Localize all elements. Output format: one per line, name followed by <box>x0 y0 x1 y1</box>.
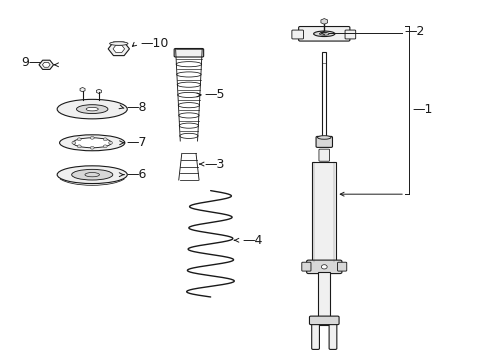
Ellipse shape <box>57 166 127 184</box>
FancyBboxPatch shape <box>301 262 310 271</box>
Circle shape <box>108 141 112 144</box>
Ellipse shape <box>175 51 202 57</box>
FancyBboxPatch shape <box>311 317 319 350</box>
Circle shape <box>77 138 81 141</box>
Circle shape <box>90 146 94 149</box>
Text: —8: —8 <box>126 101 146 114</box>
Ellipse shape <box>76 105 108 113</box>
FancyBboxPatch shape <box>328 317 336 350</box>
Text: —6: —6 <box>126 168 146 181</box>
Text: 9—: 9— <box>21 56 41 69</box>
Ellipse shape <box>73 138 111 148</box>
Ellipse shape <box>85 172 99 177</box>
Ellipse shape <box>178 113 199 118</box>
Ellipse shape <box>180 133 198 139</box>
Ellipse shape <box>177 82 200 87</box>
Circle shape <box>321 265 326 269</box>
Ellipse shape <box>176 72 201 77</box>
Text: —7: —7 <box>126 136 146 149</box>
FancyBboxPatch shape <box>298 27 349 41</box>
Text: —4: —4 <box>242 234 262 247</box>
Text: —1: —1 <box>412 103 432 117</box>
Ellipse shape <box>57 99 127 119</box>
Circle shape <box>77 145 81 148</box>
Ellipse shape <box>178 103 199 108</box>
Ellipse shape <box>317 136 330 139</box>
FancyBboxPatch shape <box>291 30 303 39</box>
FancyBboxPatch shape <box>322 53 325 138</box>
Ellipse shape <box>72 169 113 180</box>
FancyBboxPatch shape <box>337 262 346 271</box>
Text: —2: —2 <box>403 24 424 38</box>
FancyBboxPatch shape <box>309 316 338 325</box>
Text: —10: —10 <box>140 37 168 50</box>
Ellipse shape <box>179 123 198 128</box>
Ellipse shape <box>109 42 128 45</box>
Ellipse shape <box>86 107 98 111</box>
FancyBboxPatch shape <box>306 260 341 274</box>
Ellipse shape <box>176 62 201 67</box>
Ellipse shape <box>319 32 328 35</box>
Ellipse shape <box>177 93 200 98</box>
Circle shape <box>72 141 76 144</box>
FancyBboxPatch shape <box>318 149 329 161</box>
FancyBboxPatch shape <box>311 162 336 261</box>
Circle shape <box>103 145 107 148</box>
Ellipse shape <box>60 135 124 151</box>
FancyBboxPatch shape <box>345 30 355 39</box>
FancyBboxPatch shape <box>318 272 329 325</box>
Circle shape <box>90 136 94 139</box>
Text: —5: —5 <box>204 89 225 102</box>
Ellipse shape <box>313 31 334 36</box>
Circle shape <box>103 138 107 141</box>
FancyBboxPatch shape <box>174 49 203 57</box>
FancyBboxPatch shape <box>315 136 332 147</box>
Text: —3: —3 <box>204 158 225 171</box>
